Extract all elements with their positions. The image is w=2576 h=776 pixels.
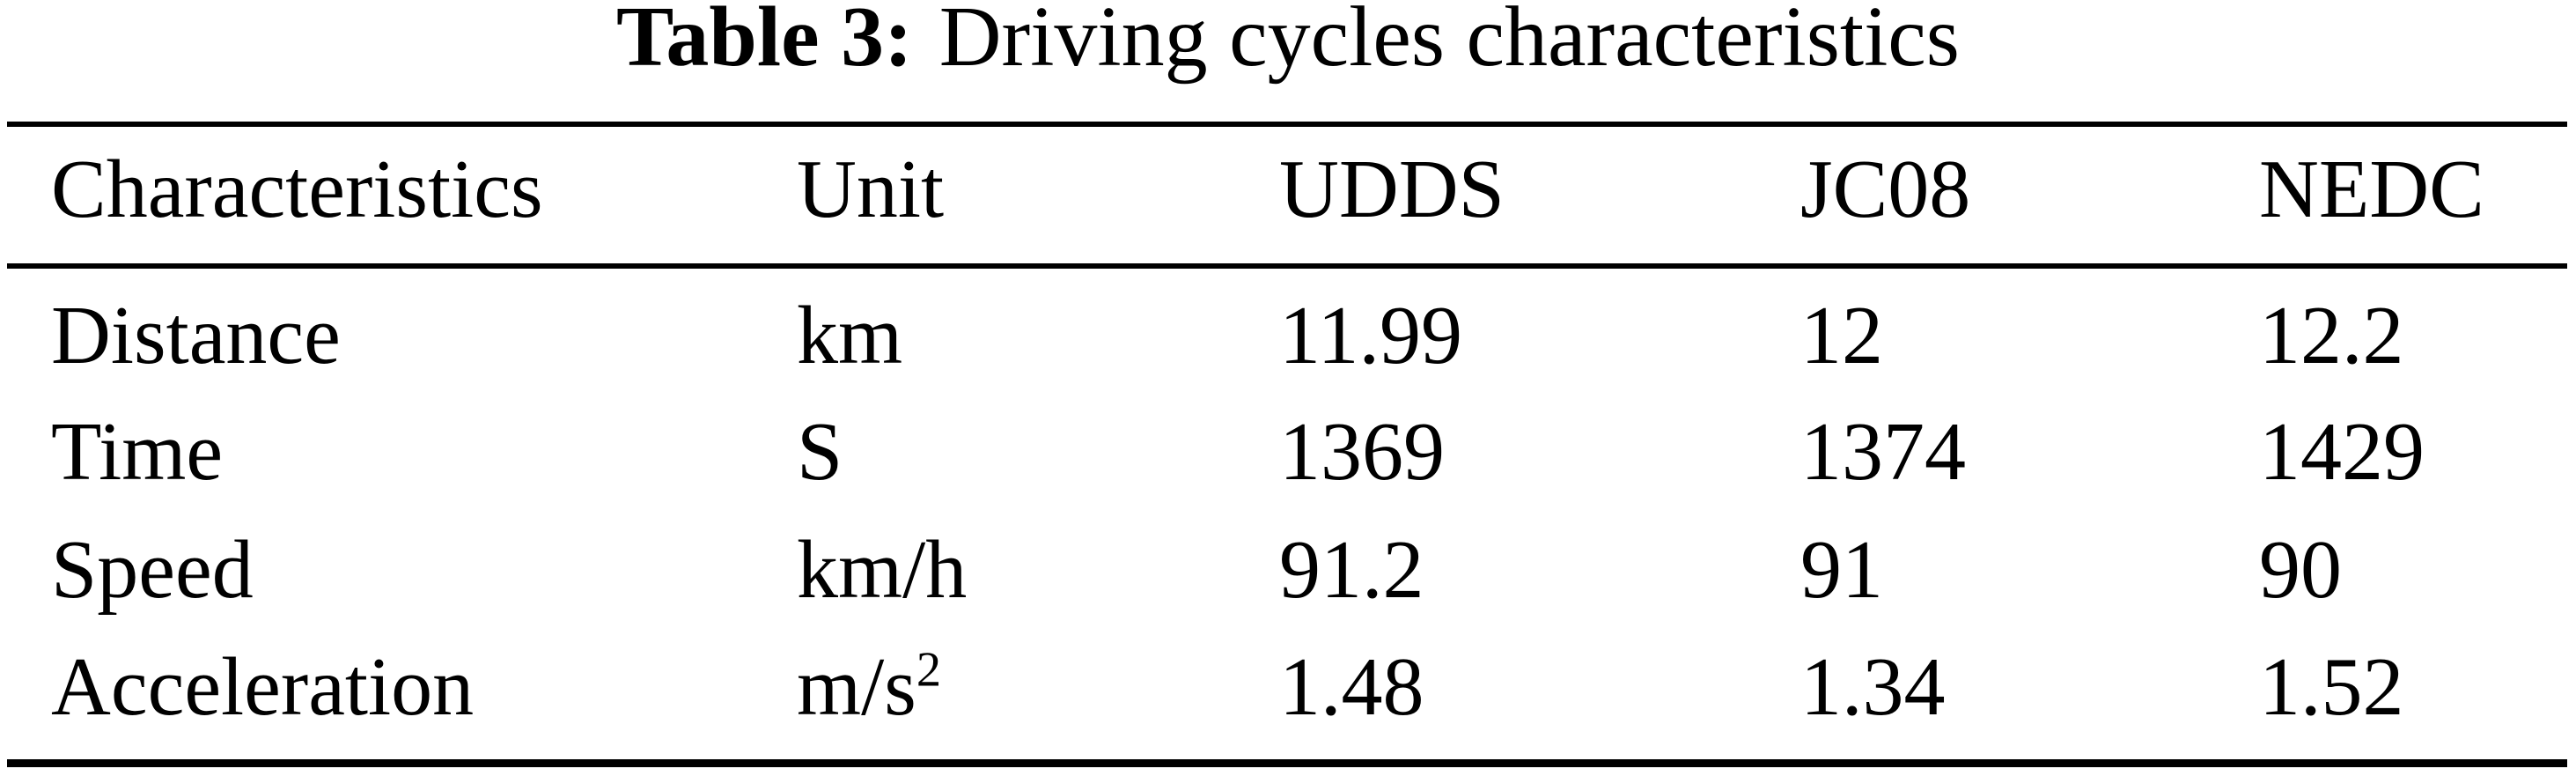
table-cell-time-jc08: 1374: [1800, 406, 1966, 498]
row-label-time: Time: [51, 406, 224, 498]
table-rule-bottom: [7, 759, 2567, 767]
row-label-acceleration: Acceleration: [51, 641, 475, 733]
column-header-udds: UDDS: [1279, 144, 1505, 235]
table-cell-time-unit: S: [797, 406, 843, 498]
table-cell-speed-unit: km/h: [797, 524, 968, 616]
unit-base: m/s: [797, 641, 916, 733]
table-cell-distance-udds: 11.99: [1279, 290, 1463, 381]
table-cell-distance-nedc: 12.2: [2259, 290, 2404, 381]
column-header-unit: Unit: [797, 144, 945, 235]
table-rule-top: [7, 122, 2567, 127]
table-cell-acceleration-jc08: 1.34: [1800, 641, 1946, 733]
column-header-characteristics: Characteristics: [51, 144, 543, 235]
row-label-speed: Speed: [51, 524, 254, 616]
table-cell-distance-jc08: 12: [1800, 290, 1883, 381]
table-cell-distance-unit: km: [797, 290, 903, 381]
column-header-jc08: JC08: [1800, 144, 1971, 235]
table-cell-speed-jc08: 91: [1800, 524, 1883, 616]
table-cell-speed-udds: 91.2: [1279, 524, 1424, 616]
table-caption: Table 3: Driving cycles characteristics: [0, 0, 2576, 80]
table-rule-header: [7, 263, 2567, 269]
table-caption-label: Table 3:: [616, 0, 913, 85]
table-cell-speed-nedc: 90: [2259, 524, 2342, 616]
unit-superscript: 2: [916, 642, 942, 698]
table-cell-acceleration-nedc: 1.52: [2259, 641, 2404, 733]
table-cell-time-udds: 1369: [1279, 406, 1445, 498]
table-cell-time-nedc: 1429: [2259, 406, 2425, 498]
table-cell-acceleration-udds: 1.48: [1279, 641, 1424, 733]
column-header-nedc: NEDC: [2259, 144, 2484, 235]
table-caption-text: Driving cycles characteristics: [938, 0, 1960, 85]
table-cell-acceleration-unit: m/s2: [797, 642, 942, 728]
row-label-distance: Distance: [51, 290, 341, 381]
